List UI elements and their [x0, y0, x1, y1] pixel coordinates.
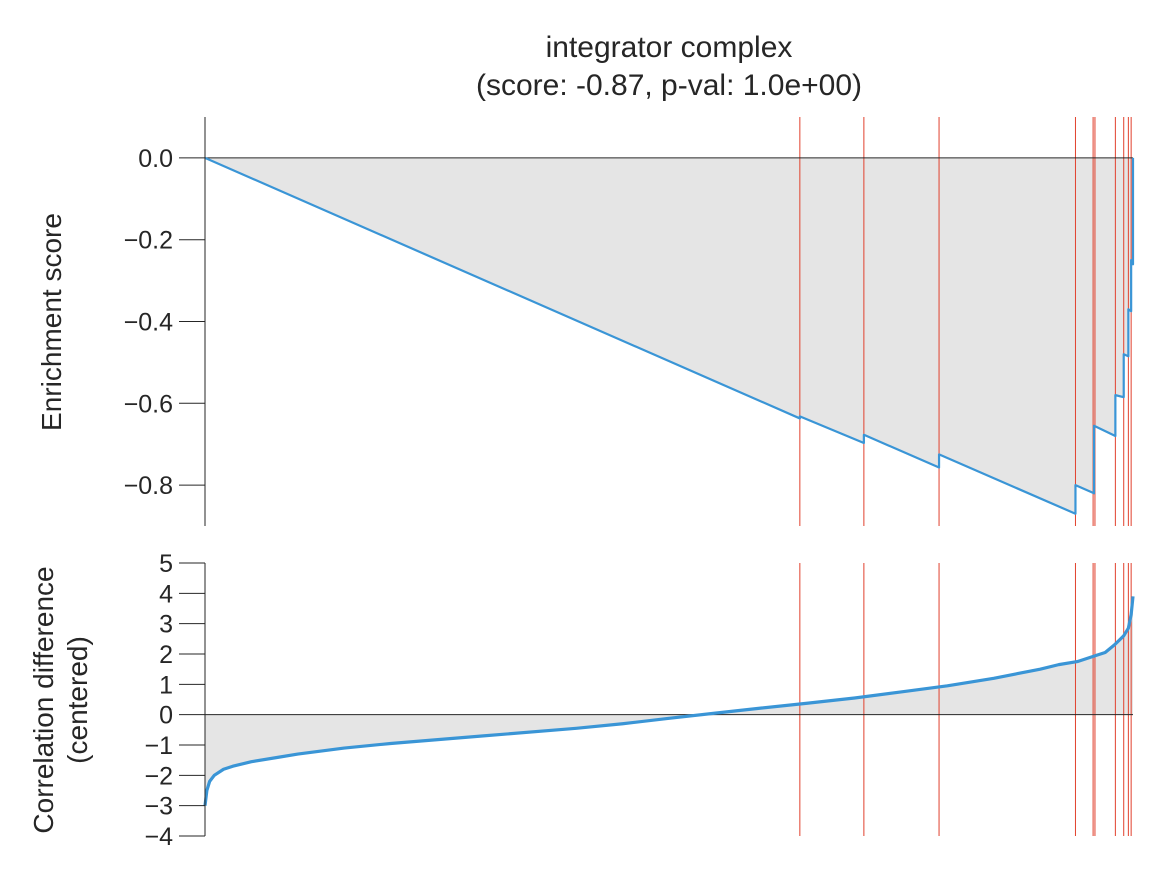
enrichment-y-tick-label: −0.6 [124, 390, 173, 418]
enrichment-y-tick-label: 0.0 [138, 145, 173, 173]
chart-title-line2: (score: -0.87, p-val: 1.0e+00) [476, 69, 862, 102]
enrichment-y-axis-label: Enrichment score [36, 213, 67, 431]
ranked-metric-y-tick-label: 1 [159, 671, 173, 699]
ranked-metric-fill [205, 596, 1133, 806]
ranked-metric-y-tick-label: 4 [159, 580, 173, 608]
ranked-metric-y-tick-label: 2 [159, 641, 173, 669]
enrichment-y-tick-label: −0.8 [124, 472, 173, 500]
ranked-metric-y-tick-label: −1 [144, 732, 173, 760]
enrichment-score-curve [204, 156, 1135, 515]
ranked-metric-y-tick-label: 3 [159, 611, 173, 639]
ranked-metric-hit-lines [799, 563, 1132, 836]
ranked-metric-y-tick-label: −2 [144, 762, 173, 790]
ranked-metric-curve [203, 596, 1135, 806]
enrichment-score-fill [205, 157, 1133, 514]
enrichment-y-ticks: 0.0 −0.2 −0.4 −0.6 −0.8 [124, 145, 205, 500]
ranked-metric-y-ticks: 54 321 0−1−2 −3−4 [144, 550, 205, 851]
enrichment-score-panel: 0.0 −0.2 −0.4 −0.6 −0.8 Enrichment score [36, 117, 1135, 526]
ranked-metric-panel: 54 321 0−1−2 −3−4 Correlation difference (c… [28, 550, 1135, 851]
ranked-metric-y-tick-label: 5 [159, 550, 173, 578]
ranked-metric-y-tick-label: −4 [144, 823, 173, 851]
enrichment-y-tick-label: −0.4 [124, 309, 173, 337]
ranked-metric-y-tick-label: −3 [144, 793, 173, 821]
chart-title-line1: integrator complex [546, 31, 793, 64]
enrichment-y-tick-label: −0.2 [124, 227, 173, 255]
ranked-metric-y-axis-label-line1: Correlation difference [28, 566, 59, 833]
ranked-metric-y-axis-label-line2: (centered) [62, 636, 93, 764]
ranked-metric-y-tick-label: 0 [159, 702, 173, 730]
